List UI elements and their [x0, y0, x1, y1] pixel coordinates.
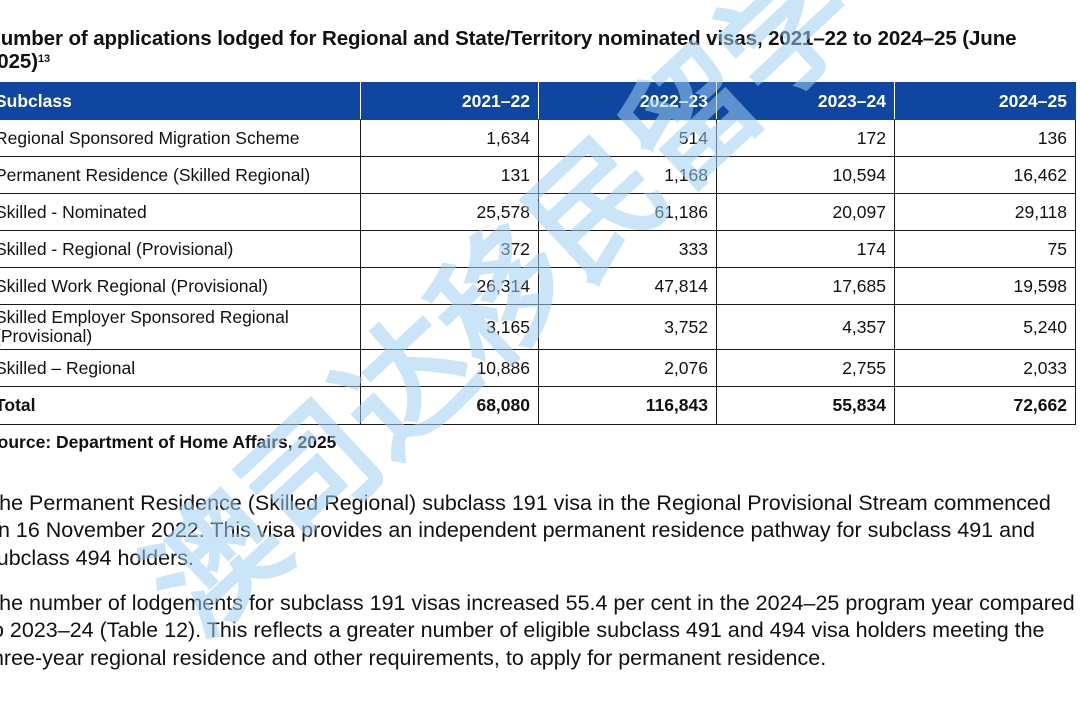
table-source: Source: Department of Home Affairs, 2025 — [0, 432, 337, 452]
cell-value: 1,634 — [360, 119, 539, 157]
cell-value: 5,240 — [894, 304, 1076, 350]
table-header-row: Subclass 2021–22 2022–23 2023–24 2024–25 — [0, 82, 1076, 120]
row-label: Skilled - Nominated — [0, 193, 361, 231]
row-label: Permanent Residence (Skilled Regional) — [0, 156, 361, 194]
title-footnote: 13 — [37, 53, 50, 65]
cell-value: 16,462 — [894, 156, 1076, 194]
table-row: Skilled – Regional 10,886 2,076 2,755 2,… — [0, 349, 1076, 387]
table-row: Regional Sponsored Migration Scheme 1,63… — [0, 119, 1076, 157]
cell-value: 3,165 — [360, 304, 539, 350]
cell-value: 131 — [360, 156, 539, 194]
header-2023-24: 2023–24 — [716, 82, 895, 120]
cell-value: 136 — [894, 119, 1076, 157]
total-label: Total — [0, 386, 361, 425]
cell-value: 172 — [716, 119, 895, 157]
cell-value: 75 — [894, 230, 1076, 268]
cell-value: 20,097 — [716, 193, 895, 231]
header-2022-23: 2022–23 — [538, 82, 717, 120]
cell-value: 514 — [538, 119, 717, 157]
cell-value: 3,752 — [538, 304, 717, 350]
header-2021-22: 2021–22 — [360, 82, 539, 120]
table-total-row: Total 68,080 116,843 55,834 72,662 — [0, 386, 1076, 425]
total-value: 72,662 — [894, 386, 1076, 425]
cell-value: 174 — [716, 230, 895, 268]
cell-value: 333 — [538, 230, 717, 268]
cell-value: 10,594 — [716, 156, 895, 194]
row-label: Skilled Work Regional (Provisional) — [0, 267, 361, 305]
table-row: Skilled Employer Sponsored Regional (Pro… — [0, 304, 1076, 350]
total-value: 68,080 — [360, 386, 539, 425]
applications-table: Subclass 2021–22 2022–23 2023–24 2024–25… — [0, 82, 1076, 425]
table-title: Number of applications lodged for Region… — [0, 27, 1076, 73]
cell-value: 25,578 — [360, 193, 539, 231]
table-row: Permanent Residence (Skilled Regional) 1… — [0, 156, 1076, 194]
cell-value: 17,685 — [716, 267, 895, 305]
cell-value: 26,314 — [360, 267, 539, 305]
paragraph: The Permanent Residence (Skilled Regiona… — [0, 490, 1051, 570]
table-title-text: Number of applications lodged for Region… — [0, 27, 1017, 73]
cell-value: 372 — [360, 230, 539, 268]
row-label: Skilled – Regional — [0, 349, 361, 387]
cell-value: 2,076 — [538, 349, 717, 387]
cell-value: 1,168 — [538, 156, 717, 194]
cell-value: 61,186 — [538, 193, 717, 231]
row-label: Regional Sponsored Migration Scheme — [0, 119, 361, 157]
header-2024-25: 2024–25 — [894, 82, 1076, 120]
total-value: 116,843 — [538, 386, 717, 425]
cell-value: 47,814 — [538, 267, 717, 305]
table-row: Skilled - Regional (Provisional) 372 333… — [0, 230, 1076, 268]
row-label: Skilled - Regional (Provisional) — [0, 230, 361, 268]
cell-value: 2,755 — [716, 349, 895, 387]
row-label: Skilled Employer Sponsored Regional (Pro… — [0, 304, 361, 350]
header-subclass: Subclass — [0, 82, 361, 120]
total-value: 55,834 — [716, 386, 895, 425]
cell-value: 10,886 — [360, 349, 539, 387]
table-row: Skilled - Nominated 25,578 61,186 20,097… — [0, 193, 1076, 231]
paragraph: The number of lodgements for subclass 19… — [0, 590, 1075, 670]
cell-value: 29,118 — [894, 193, 1076, 231]
cell-value: 19,598 — [894, 267, 1076, 305]
cell-value: 4,357 — [716, 304, 895, 350]
cell-value: 2,033 — [894, 349, 1076, 387]
table-row: Skilled Work Regional (Provisional) 26,3… — [0, 267, 1076, 305]
